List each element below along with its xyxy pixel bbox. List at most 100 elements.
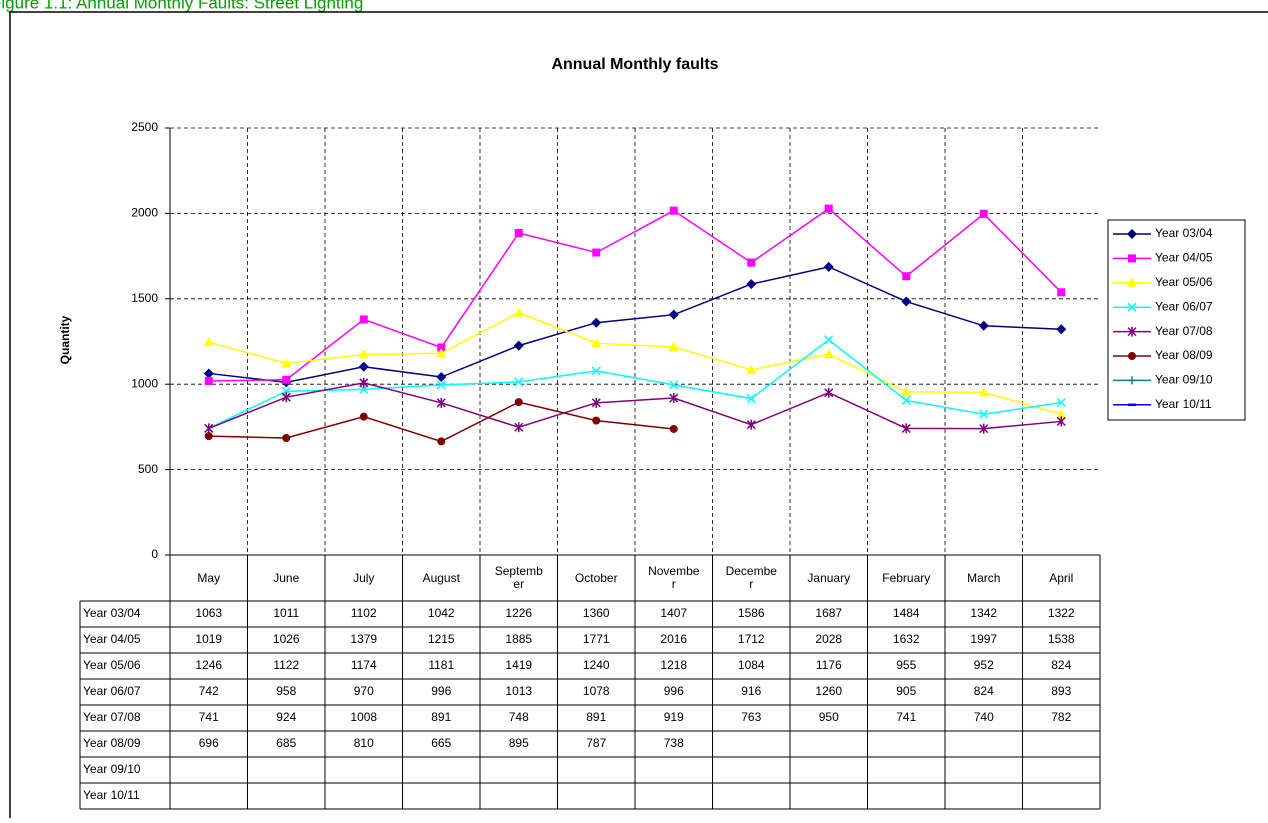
table-value: 763 xyxy=(741,710,761,724)
y-tick-label: 1000 xyxy=(131,376,158,390)
marker xyxy=(591,366,601,376)
table-value: 787 xyxy=(586,736,606,750)
marker xyxy=(359,384,369,394)
series-line xyxy=(208,401,674,443)
table-value: 1218 xyxy=(660,658,687,672)
table-value: 970 xyxy=(354,684,374,698)
marker xyxy=(978,320,989,331)
marker xyxy=(668,309,679,320)
marker xyxy=(1128,352,1136,360)
table-value: 1008 xyxy=(350,710,377,724)
x-tick-label: September xyxy=(494,564,543,591)
category-cell: October xyxy=(575,571,618,584)
series-line xyxy=(208,338,1062,429)
category-cell: May xyxy=(197,570,221,585)
marker xyxy=(203,368,214,379)
table-row-label: Year 09/10 xyxy=(83,762,141,776)
y-axis-label: Quantity xyxy=(58,315,72,364)
marker xyxy=(902,272,911,281)
marker xyxy=(437,343,446,352)
table-value: 1240 xyxy=(583,658,610,672)
table-value: 1042 xyxy=(428,606,455,620)
marker xyxy=(823,261,834,272)
table-value: 996 xyxy=(664,684,684,698)
category-cell: November xyxy=(648,565,699,591)
table-value: 893 xyxy=(1051,684,1071,698)
category-cell: March xyxy=(967,571,1000,584)
legend-label: Year 07/08 xyxy=(1155,324,1213,338)
series-line xyxy=(208,311,1062,415)
marker xyxy=(824,335,834,345)
table-value: 950 xyxy=(819,710,839,724)
legend-label: Year 09/10 xyxy=(1155,373,1213,387)
table-value: 740 xyxy=(974,710,994,724)
table-value: 665 xyxy=(431,736,451,750)
marker xyxy=(204,423,214,434)
legend-label: Year 08/09 xyxy=(1155,348,1213,362)
legend-label: Year 06/07 xyxy=(1155,299,1213,313)
table-value: 1063 xyxy=(195,606,222,620)
chart-frame xyxy=(9,11,1268,823)
marker xyxy=(592,248,601,257)
x-tick-label: May xyxy=(197,570,221,585)
marker xyxy=(669,424,678,433)
table-value: 1246 xyxy=(195,658,222,672)
table-value: 891 xyxy=(586,710,606,724)
marker xyxy=(436,348,447,358)
table-value: 955 xyxy=(896,658,916,672)
marker xyxy=(359,315,368,324)
y-tick-label: 500 xyxy=(138,462,158,476)
figure-caption: Figure 1.1: Annual Monthly Faults: Stree… xyxy=(0,0,363,12)
x-tick-label: April xyxy=(1049,570,1074,585)
table-value: 996 xyxy=(431,684,451,698)
marker xyxy=(901,296,912,307)
x-tick-label: December xyxy=(725,564,777,591)
legend-box xyxy=(1107,219,1246,421)
marker xyxy=(747,258,756,267)
table-value: 1174 xyxy=(351,658,377,672)
table-value: 1322 xyxy=(1048,606,1075,620)
table-value: 1538 xyxy=(1048,632,1075,646)
marker xyxy=(514,229,523,238)
table-value: 1997 xyxy=(970,632,997,646)
table-value: 1226 xyxy=(505,606,532,620)
table-value: 1078 xyxy=(583,684,610,698)
table-value: 1632 xyxy=(893,632,920,646)
category-cell: September xyxy=(494,564,543,591)
marker xyxy=(203,337,214,347)
marker xyxy=(1127,326,1137,337)
table-value: 824 xyxy=(974,684,994,698)
marker xyxy=(592,416,601,425)
marker xyxy=(746,364,757,374)
marker xyxy=(979,423,989,434)
table-value: 1379 xyxy=(350,632,377,646)
table-value: 1176 xyxy=(816,658,842,672)
x-tick-label: July xyxy=(353,570,375,585)
table-value: 1342 xyxy=(970,606,997,620)
table-value: 782 xyxy=(1051,710,1071,724)
table-value: 1419 xyxy=(505,658,532,672)
category-cell: February xyxy=(882,571,930,584)
series-line xyxy=(208,266,1062,384)
table-value: 958 xyxy=(276,684,296,698)
y-tick-label: 1500 xyxy=(131,291,158,305)
marker xyxy=(358,349,369,359)
table-value: 741 xyxy=(896,710,916,724)
x-tick-label: January xyxy=(807,570,851,585)
marker xyxy=(591,317,602,328)
legend-label: Year 04/05 xyxy=(1155,251,1213,265)
table-row-label: Year 05/06 xyxy=(83,658,141,672)
table-value: 1586 xyxy=(738,606,765,620)
table-value: 905 xyxy=(896,684,916,698)
marker xyxy=(359,377,369,388)
table-value: 685 xyxy=(276,736,296,750)
marker xyxy=(282,375,291,384)
table-row-label: Year 08/09 xyxy=(83,736,141,750)
table-row-label: Year 06/07 xyxy=(83,684,141,698)
legend-label: Year 03/04 xyxy=(1155,226,1213,240)
table-value: 1360 xyxy=(583,606,610,620)
table-value: 916 xyxy=(741,684,761,698)
table-value: 1084 xyxy=(738,658,765,672)
table-value: 1019 xyxy=(195,632,222,646)
marker xyxy=(282,434,291,443)
